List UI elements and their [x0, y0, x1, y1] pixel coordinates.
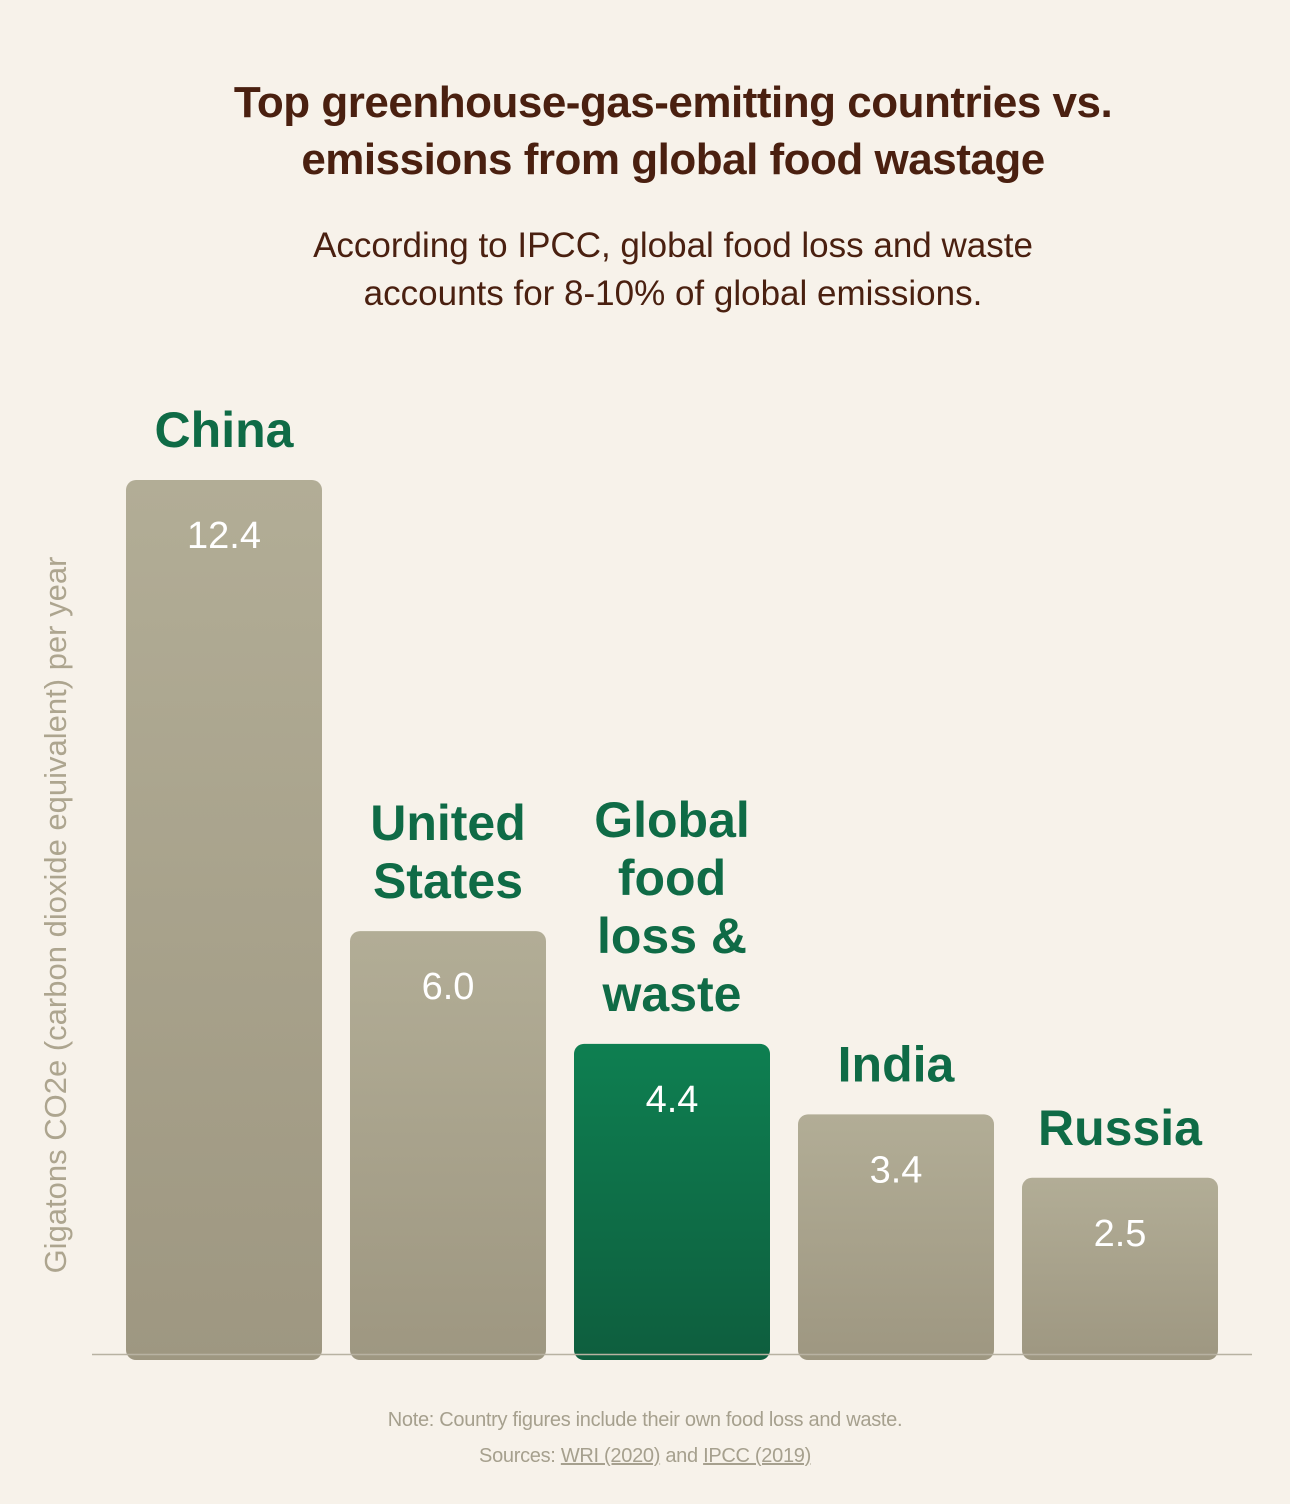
category-label-line: Russia [1038, 1100, 1203, 1156]
category-label-line: United [370, 795, 526, 851]
footer-sources: Sources: WRI (2020) and IPCC (2019) [0, 1441, 1290, 1471]
footer-note: Note: Country figures include their own … [387, 1409, 903, 1431]
category-label-russia: Russia [1038, 1100, 1203, 1156]
chart-subtitle: According to IPCC, global food loss and … [100, 222, 1246, 318]
chart-subtitle-line-1: According to IPCC, global food loss and … [313, 226, 1033, 265]
value-label-china: 12.4 [187, 515, 261, 557]
sources-prefix: Sources: [479, 1445, 556, 1467]
chart-title-line-2: emissions from global food wastage [301, 135, 1045, 184]
category-label-line: waste [602, 966, 742, 1022]
category-label-india: India [838, 1036, 956, 1092]
category-label-line: States [373, 853, 523, 909]
sources-and: and [665, 1445, 698, 1467]
bar-global-food-loss-waste [574, 1043, 770, 1360]
category-label-line: India [838, 1036, 956, 1092]
value-label-united-states: 6.0 [422, 966, 475, 1008]
category-label-global-food-loss-waste: Global food loss & waste [594, 792, 750, 1022]
bar-china [126, 480, 322, 1360]
bar-india [798, 1114, 994, 1360]
bar-russia [1022, 1177, 1218, 1360]
category-label-line: China [155, 402, 295, 458]
value-label-global-food-loss-waste: 4.4 [646, 1079, 699, 1121]
category-label-line: Global [594, 792, 750, 848]
value-label-india: 3.4 [870, 1149, 923, 1191]
source-link-ipcc[interactable]: IPCC (2019) [703, 1445, 811, 1467]
source-link-wri[interactable]: WRI (2020) [560, 1445, 661, 1467]
category-label-line: loss & [597, 908, 747, 964]
value-label-russia: 2.5 [1094, 1213, 1147, 1255]
category-label-line: food [618, 850, 726, 906]
chart-subtitle-line-2: accounts for 8-10% of global emissions. [363, 274, 983, 313]
chart-title-line-1: Top greenhouse-gas-emitting countries vs… [233, 78, 1113, 127]
category-label-china: China [155, 402, 295, 458]
category-label-united-states: United States [370, 795, 526, 909]
chart-title: Top greenhouse-gas-emitting countries vs… [100, 74, 1246, 188]
bar-united-states [350, 931, 546, 1360]
